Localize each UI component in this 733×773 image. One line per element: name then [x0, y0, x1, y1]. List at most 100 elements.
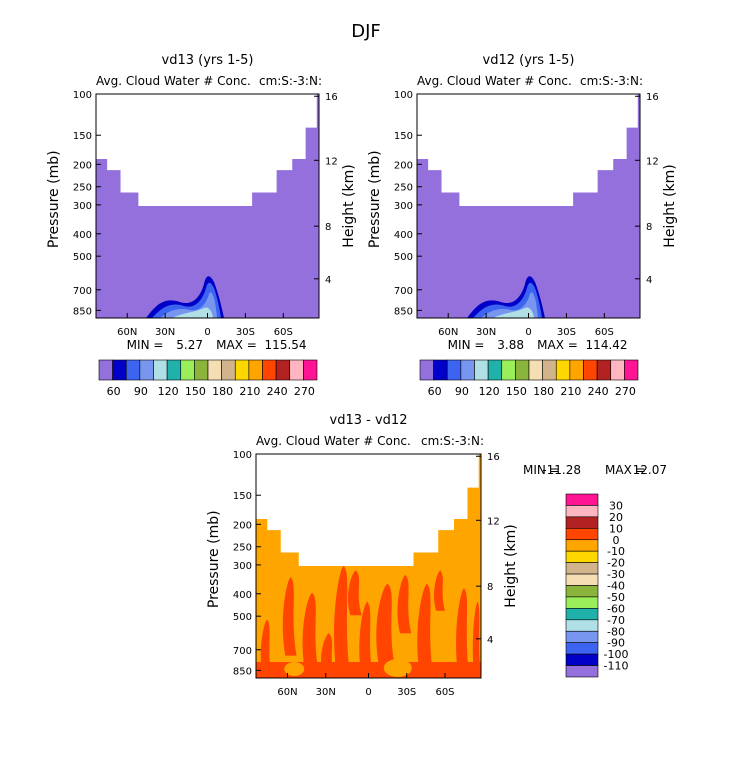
colorbar-swatch — [565, 619, 599, 632]
colorbar-label: 90 — [455, 385, 469, 398]
y2-axis-label: Height (km) — [662, 164, 678, 247]
colorbar-swatch — [596, 359, 612, 381]
colorbar-swatch — [569, 359, 584, 381]
colorbar-swatch — [624, 359, 639, 381]
contour-band — [334, 566, 351, 678]
colorbar-label: 30 — [609, 499, 623, 512]
colorbar-swatch — [565, 573, 599, 586]
colorbar-label: 150 — [506, 385, 527, 398]
colorbar-swatch — [262, 359, 277, 381]
colorbars: 60 90 120 150 180 210 240 270 60 90 120 150 180 210 24… — [98, 359, 639, 678]
y-tick-label: 500 — [394, 252, 413, 263]
y-tick-label: 300 — [233, 561, 252, 572]
panel-1: vd13 (yrs 1-5) Avg. Cloud Water # Conc. cm… — [46, 53, 357, 352]
y-tick-label: 150 — [233, 491, 252, 502]
colorbar-label: 60 — [107, 385, 121, 398]
contour-band — [256, 662, 481, 678]
x-tick-label: 30S — [557, 327, 576, 338]
y2-tick-label: 8 — [325, 222, 331, 233]
y-tick-label: 100 — [394, 90, 413, 101]
colorbar-swatch — [565, 493, 599, 506]
field-contours — [256, 566, 481, 678]
colorbar-swatch — [419, 359, 434, 381]
y-tick-label: 250 — [394, 183, 413, 194]
contour-band — [376, 583, 396, 670]
stats-min-label: MIN = — [523, 463, 560, 477]
field-contours — [467, 276, 545, 318]
colorbar-label: 210 — [560, 385, 581, 398]
panel-title: vd13 - vd12 — [330, 413, 408, 428]
y-tick-label: 150 — [73, 131, 92, 142]
y-tick-label: 150 — [394, 131, 413, 142]
colorbar-label: -100 — [604, 648, 629, 661]
colorbar-swatch — [234, 359, 250, 381]
panels: vd13 (yrs 1-5) Avg. Cloud Water # Conc. cm… — [46, 53, 678, 698]
colorbar-swatch — [180, 359, 195, 381]
stats-max-value: 114.42 — [586, 338, 628, 352]
colorbar-swatch — [565, 550, 599, 563]
y-tick-label: 850 — [394, 306, 413, 317]
colorbar-label: 60 — [428, 385, 442, 398]
colorbar-label: 180 — [212, 385, 233, 398]
y-tick-label: 400 — [233, 590, 252, 601]
x-tick-label: 30N — [316, 687, 336, 698]
panel-2: vd12 (yrs 1-5) Avg. Cloud Water # Conc. cm… — [367, 53, 678, 352]
colorbar-swatch — [221, 359, 236, 381]
x-tick-label: 30N — [476, 327, 496, 338]
colorbar-swatch — [583, 359, 598, 381]
y-axis-label: Pressure (mb) — [46, 150, 62, 248]
colorbar-swatch — [166, 359, 182, 381]
colorbar-swatch — [153, 359, 168, 381]
colorbar-swatch — [542, 359, 557, 381]
x-tick-label: 60S — [435, 687, 454, 698]
colorbar-label: 210 — [239, 385, 260, 398]
colorbar-swatch — [565, 585, 599, 598]
panel-subtitle: Avg. Cloud Water # Conc. — [96, 74, 251, 88]
y-tick-label: 300 — [394, 201, 413, 212]
stats-min-label: MIN = — [448, 338, 485, 352]
contour-band — [417, 583, 434, 678]
y-axis-label: Pressure (mb) — [367, 150, 383, 248]
y-tick-label: 100 — [73, 90, 92, 101]
panel-units: cm:S:-3:N: — [580, 74, 643, 88]
colorbar-label: 0 — [613, 534, 620, 547]
colorbar-label: -40 — [607, 580, 625, 593]
colorbar-swatch — [565, 630, 599, 643]
colorbar-label: 120 — [158, 385, 179, 398]
y2-tick-label: 12 — [487, 516, 500, 527]
stats-min-value: 3.88 — [497, 338, 524, 352]
y2-tick-label: 4 — [325, 275, 331, 286]
colorbar-swatch — [565, 505, 599, 518]
stats-max-label: MAX = — [537, 338, 578, 352]
y2-axis-label: Height (km) — [503, 524, 519, 607]
contour-band — [348, 570, 362, 616]
panel-units: cm:S:-3:N: — [259, 74, 322, 88]
colorbar-swatch — [207, 359, 222, 381]
colorbar-swatch — [112, 359, 127, 381]
colorbar-swatch — [515, 359, 530, 381]
contour-band — [456, 588, 470, 678]
y-tick-label: 400 — [394, 230, 413, 241]
colorbar-label: 240 — [267, 385, 288, 398]
colorbar-label: -60 — [607, 602, 625, 615]
x-tick-label: 60S — [595, 327, 614, 338]
colorbar-label: 120 — [479, 385, 500, 398]
colorbar-label: -30 — [607, 568, 625, 581]
colorbar-swatch — [460, 359, 475, 381]
colorbar-label: 90 — [134, 385, 148, 398]
y2-tick-label: 16 — [487, 452, 500, 463]
contour-band — [302, 592, 319, 674]
colorbar-swatch — [194, 359, 209, 381]
contour-band — [472, 601, 481, 678]
colorbar-label: -90 — [607, 637, 625, 650]
y2-tick-label: 12 — [646, 156, 659, 167]
panel-3: vd13 - vd12 Avg. Cloud Water # Conc. cm:S:… — [206, 413, 667, 698]
colorbar-swatch — [501, 359, 516, 381]
colorbar-swatch — [474, 359, 489, 381]
colorbar-label: 180 — [533, 385, 554, 398]
y-tick-label: 200 — [394, 160, 413, 171]
x-tick-label: 30N — [155, 327, 175, 338]
colorbar-swatch — [446, 359, 462, 381]
colorbar-swatch — [289, 359, 304, 381]
colorbar-label: -70 — [607, 614, 625, 627]
